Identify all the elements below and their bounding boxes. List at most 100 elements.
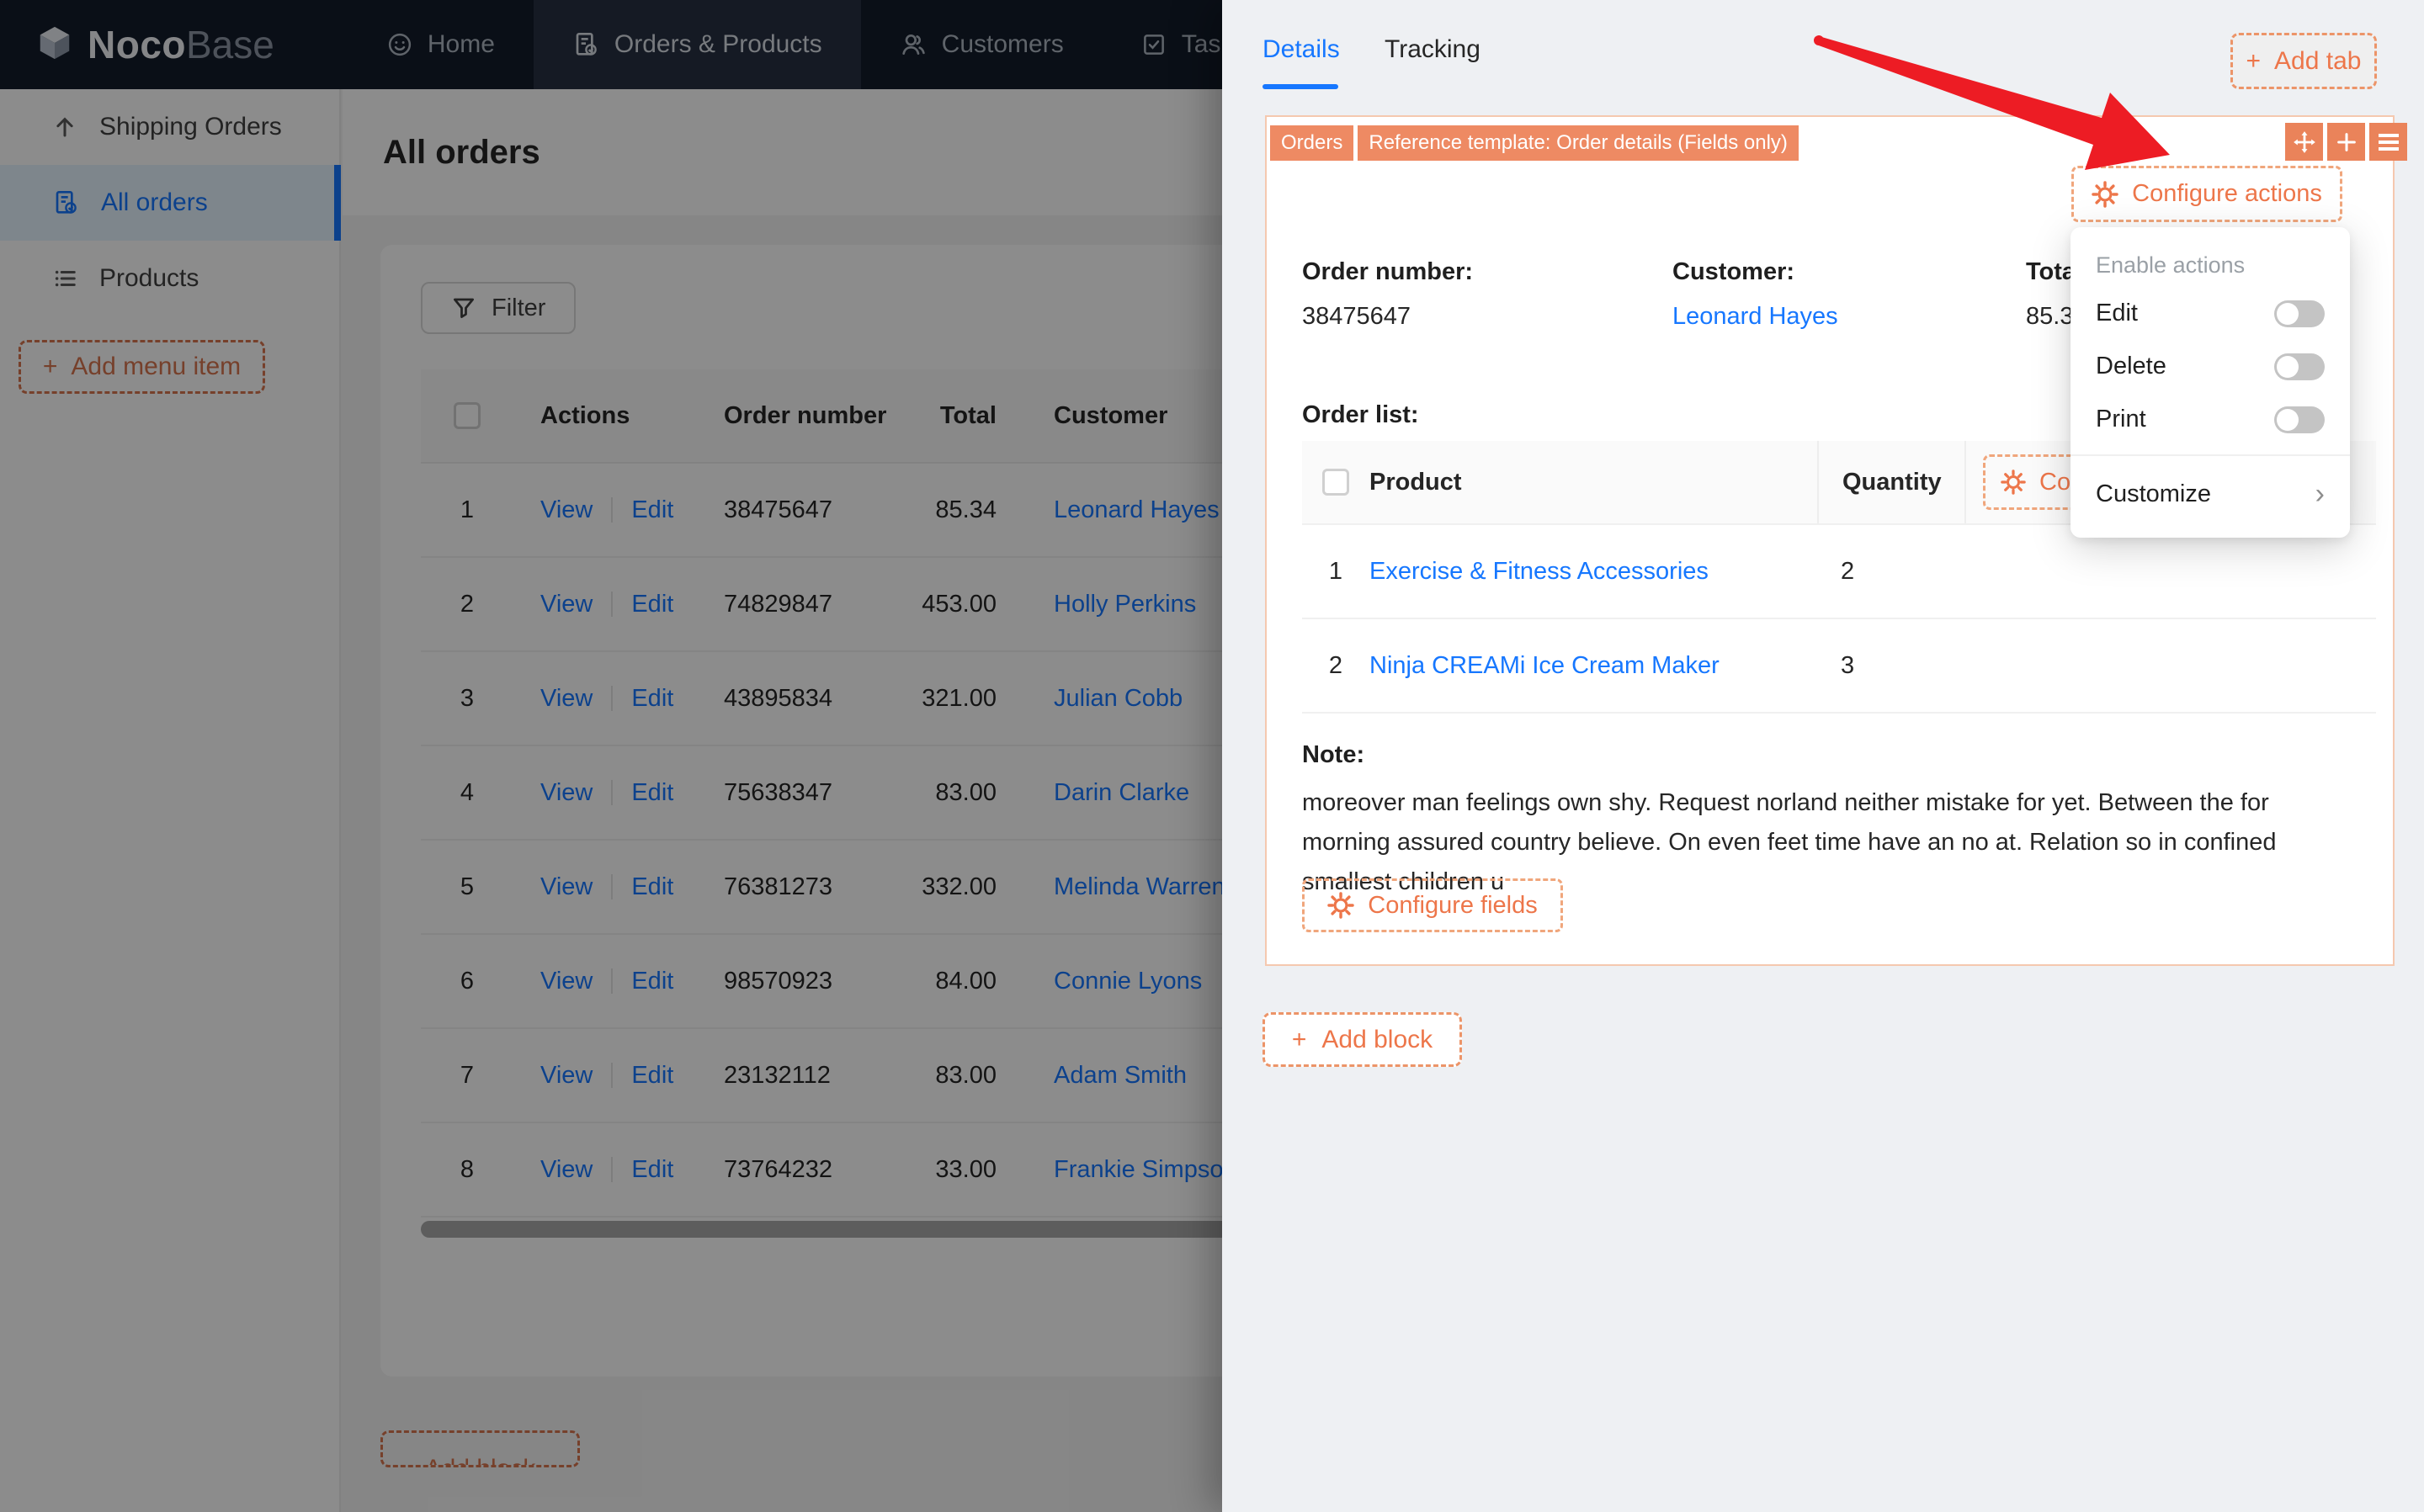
dropdown-item-label: Print [2096,406,2146,432]
note-text: moreover man feelings own shy. Request n… [1302,789,2277,895]
customer-link[interactable]: Darin Clarke [1054,778,1190,806]
edit-link[interactable]: Edit [631,1155,674,1183]
order-number-cell: 98570923 [724,967,833,995]
app-logo[interactable]: NocoBase [0,22,310,67]
gear-icon [1327,892,1354,919]
configure-columns-button[interactable]: Co [1983,454,2086,510]
configure-actions-button[interactable]: Configure actions [2071,166,2342,222]
product-link[interactable]: Exercise & Fitness Accessories [1369,557,1709,585]
add-tab-button[interactable]: + Add tab [2230,33,2377,89]
dropdown-item-label: Delete [2096,353,2166,379]
nav-item-customers[interactable]: Customers [861,0,1103,89]
add-menu-item-button[interactable]: + Add menu item [19,340,265,394]
table-row: 6 View Edit 98570923 84.00 Connie Lyons [421,935,1683,1029]
column-header-quantity: Quantity [1817,441,1964,523]
total-cell: 84.00 [935,967,997,995]
configure-fields-label: Configure fields [1368,891,1538,919]
quantity-cell: 2 [1841,557,1855,585]
menu-icon[interactable] [2369,123,2407,161]
sidebar-item-all-orders[interactable]: All orders [0,165,341,241]
edit-link[interactable]: Edit [631,684,674,712]
tab-tracking[interactable]: Tracking [1385,35,1480,63]
print-toggle[interactable] [2274,406,2325,433]
drag-handle-icon[interactable] [2285,123,2323,161]
customer-link[interactable]: Connie Lyons [1054,967,1203,995]
delete-toggle[interactable] [2274,353,2325,380]
configure-actions-dropdown: Enable actions Edit Delete Print Customi… [2070,227,2350,538]
view-link[interactable]: View [540,496,593,523]
view-link[interactable]: View [540,1061,593,1089]
view-link[interactable]: View [540,684,593,712]
column-header-order-number: Order number [724,401,887,429]
dropdown-divider [2070,454,2350,456]
order-number-cell: 38475647 [724,496,833,523]
table-row: 1 View Edit 38475647 85.34 Leonard Hayes [421,464,1683,558]
customer-link[interactable]: Julian Cobb [1054,684,1183,712]
add-block-button-page[interactable]: Add block [380,1430,580,1467]
total-cell: 321.00 [922,684,997,712]
total-cell: 332.00 [922,873,997,900]
customer-link[interactable]: Leonard Hayes [1672,303,1838,330]
edit-link[interactable]: Edit [631,873,674,900]
field-customer: Customer: Leonard Hayes [1672,258,2026,331]
order-number-cell: 76381273 [724,873,833,900]
view-link[interactable]: View [540,1155,593,1183]
action-divider [611,874,614,899]
row-index: 6 [460,967,475,995]
edit-link[interactable]: Edit [631,496,674,523]
order-number-cell: 73764232 [724,1155,833,1183]
customer-link[interactable]: Leonard Hayes [1054,496,1220,523]
column-header-actions: Actions [540,401,630,429]
add-block-label: Add block [1321,1025,1433,1053]
nav-item-home[interactable]: Home [348,0,534,89]
dropdown-item-delete[interactable]: Delete [2070,340,2350,393]
configure-fields-button[interactable]: Configure fields [1302,878,1563,932]
add-block-button-drawer[interactable]: + Add block [1262,1012,1462,1067]
filter-button[interactable]: Filter [421,282,577,334]
horizontal-scrollbar[interactable] [421,1221,1315,1238]
view-link[interactable]: View [540,967,593,995]
customer-link[interactable]: Melinda Warren [1054,873,1225,900]
dropdown-item-edit[interactable]: Edit [2070,287,2350,340]
order-number-cell: 75638347 [724,778,833,806]
customer-link[interactable]: Frankie Simpson [1054,1155,1237,1183]
sidebar-item-shipping-orders[interactable]: Shipping Orders [0,89,339,165]
modal-mask[interactable] [0,0,1222,1512]
field-label: Order number: [1302,258,1474,285]
action-divider [611,1157,614,1182]
add-icon[interactable] [2327,123,2365,161]
select-all-checkbox[interactable] [1322,469,1349,496]
reference-template-chip[interactable]: Reference template: Order details (Field… [1358,125,1799,161]
dropdown-group-label: Enable actions [2096,252,2246,278]
action-divider [611,497,614,523]
edit-link[interactable]: Edit [631,590,674,618]
page-title: All orders [383,133,540,171]
edit-link[interactable]: Edit [631,967,674,995]
filter-label: Filter [492,294,546,321]
view-link[interactable]: View [540,590,593,618]
view-link[interactable]: View [540,873,593,900]
main-nav: Home Orders & Products Customers Tasks [348,0,1285,89]
edit-toggle[interactable] [2274,300,2325,327]
sidebar-item-products[interactable]: Products [0,241,339,316]
edit-link[interactable]: Edit [631,1061,674,1089]
customer-link[interactable]: Adam Smith [1054,1061,1187,1089]
table-row: 2 View Edit 74829847 453.00 Holly Perkins [421,558,1683,652]
select-all-checkbox[interactable] [454,402,481,429]
view-link[interactable]: View [540,778,593,806]
total-cell: 453.00 [922,590,997,618]
nav-item-label: Customers [941,30,1064,58]
nav-item-orders-products[interactable]: Orders & Products [533,0,861,89]
customer-link[interactable]: Holly Perkins [1054,590,1197,618]
logo-text-secondary: Base [186,23,274,66]
dropdown-item-print[interactable]: Print [2070,393,2350,446]
active-tab-indicator [1262,84,1338,89]
order-number-cell: 23132112 [724,1061,831,1089]
edit-link[interactable]: Edit [631,778,674,806]
row-index: 2 [1328,651,1343,679]
plus-icon: + [2246,46,2262,75]
tab-details[interactable]: Details [1262,35,1340,63]
product-link[interactable]: Ninja CREAMi Ice Cream Maker [1369,651,1720,679]
collection-chip[interactable]: Orders [1270,125,1354,161]
dropdown-item-customize[interactable]: Customize › [2070,464,2350,528]
